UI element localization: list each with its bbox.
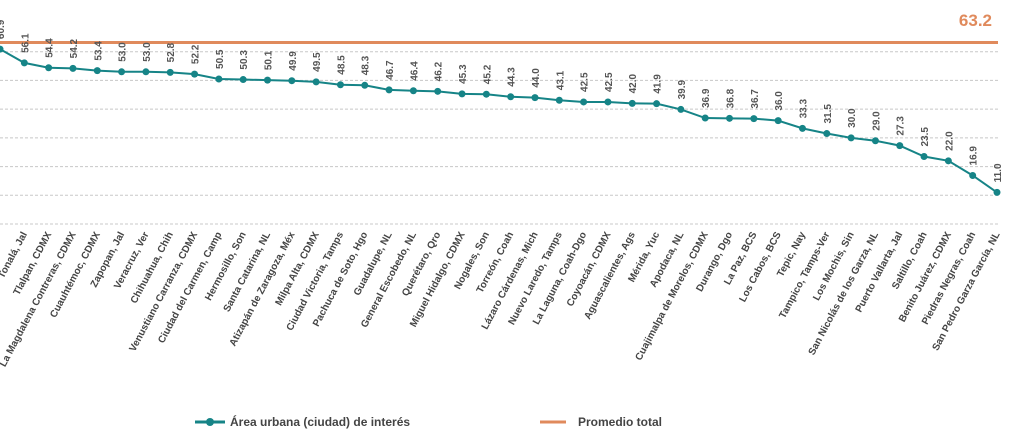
- value-label: 33.3: [798, 98, 809, 118]
- value-label: 52.8: [166, 42, 177, 62]
- value-label: 36.8: [726, 88, 737, 108]
- point: [531, 94, 539, 102]
- point: [969, 171, 977, 179]
- value-label: 53.0: [142, 42, 153, 62]
- point: [920, 153, 928, 161]
- value-label: 48.3: [361, 55, 372, 75]
- legend-label: Promedio total: [578, 415, 662, 429]
- point: [458, 90, 466, 98]
- legend-label: Área urbana (ciudad) de interés: [230, 414, 410, 429]
- value-label: 60.9: [0, 19, 7, 39]
- point: [166, 68, 174, 76]
- point: [142, 68, 150, 76]
- point: [871, 137, 879, 145]
- legend-marker: [206, 418, 214, 426]
- value-label: 36.7: [750, 89, 761, 109]
- point: [288, 77, 296, 85]
- point: [823, 130, 831, 138]
- value-label: 54.4: [45, 38, 56, 58]
- point: [385, 86, 393, 94]
- point: [944, 157, 952, 165]
- point: [604, 98, 612, 106]
- point: [482, 90, 490, 98]
- value-label: 42.5: [580, 72, 591, 92]
- point: [507, 93, 515, 101]
- value-label: 23.5: [920, 127, 931, 147]
- point: [726, 114, 734, 122]
- average-label: 63.2: [959, 11, 992, 30]
- point: [312, 78, 320, 86]
- value-label: 46.2: [434, 61, 445, 81]
- point: [628, 99, 636, 107]
- point: [580, 98, 588, 106]
- value-label: 54.2: [69, 38, 80, 58]
- point: [993, 188, 1001, 196]
- point: [0, 45, 4, 53]
- value-label: 42.0: [628, 73, 639, 93]
- value-label: 11.0: [993, 163, 1004, 182]
- value-label: 45.3: [458, 64, 469, 84]
- value-label: 22.0: [944, 131, 955, 151]
- value-label: 53.0: [118, 42, 129, 62]
- value-label: 53.4: [93, 41, 104, 61]
- value-label: 36.9: [701, 88, 712, 108]
- value-label: 56.1: [20, 33, 31, 53]
- point: [215, 75, 223, 83]
- point: [361, 81, 369, 89]
- value-label: 29.0: [871, 111, 882, 131]
- point: [93, 67, 101, 75]
- point: [69, 64, 77, 72]
- point: [118, 68, 126, 76]
- value-label: 49.5: [312, 52, 323, 72]
- value-label: 46.7: [385, 60, 396, 80]
- point: [239, 76, 247, 84]
- value-label: 42.5: [604, 72, 615, 92]
- value-label: 44.3: [507, 67, 518, 87]
- value-label: 31.5: [823, 104, 834, 124]
- point: [798, 124, 806, 132]
- value-label: 27.3: [896, 116, 907, 136]
- point: [774, 117, 782, 125]
- series-line: [0, 48, 998, 194]
- value-label: 41.9: [653, 74, 664, 94]
- point: [263, 76, 271, 84]
- point: [750, 115, 758, 123]
- value-label: 39.9: [677, 80, 688, 100]
- value-label: 16.9: [969, 146, 980, 166]
- value-label: 36.0: [774, 91, 785, 111]
- value-label: 50.5: [215, 49, 226, 69]
- point: [336, 81, 344, 89]
- point: [191, 70, 199, 78]
- point: [20, 59, 28, 67]
- point: [677, 105, 685, 113]
- point: [434, 87, 442, 95]
- point: [409, 87, 417, 95]
- value-label: 52.2: [191, 44, 202, 64]
- point: [896, 142, 904, 150]
- point: [701, 114, 709, 122]
- value-label: 43.1: [555, 70, 566, 90]
- value-label: 46.4: [409, 61, 420, 81]
- value-label: 49.9: [288, 51, 299, 71]
- value-label: 44.0: [531, 68, 542, 88]
- point: [555, 96, 563, 104]
- point: [653, 100, 661, 108]
- value-label: 30.0: [847, 108, 858, 128]
- value-label: 45.2: [482, 64, 493, 84]
- value-label: 48.5: [336, 55, 347, 75]
- value-label: 50.1: [263, 50, 274, 70]
- point: [45, 64, 53, 72]
- point: [847, 134, 855, 142]
- value-label: 50.3: [239, 50, 250, 70]
